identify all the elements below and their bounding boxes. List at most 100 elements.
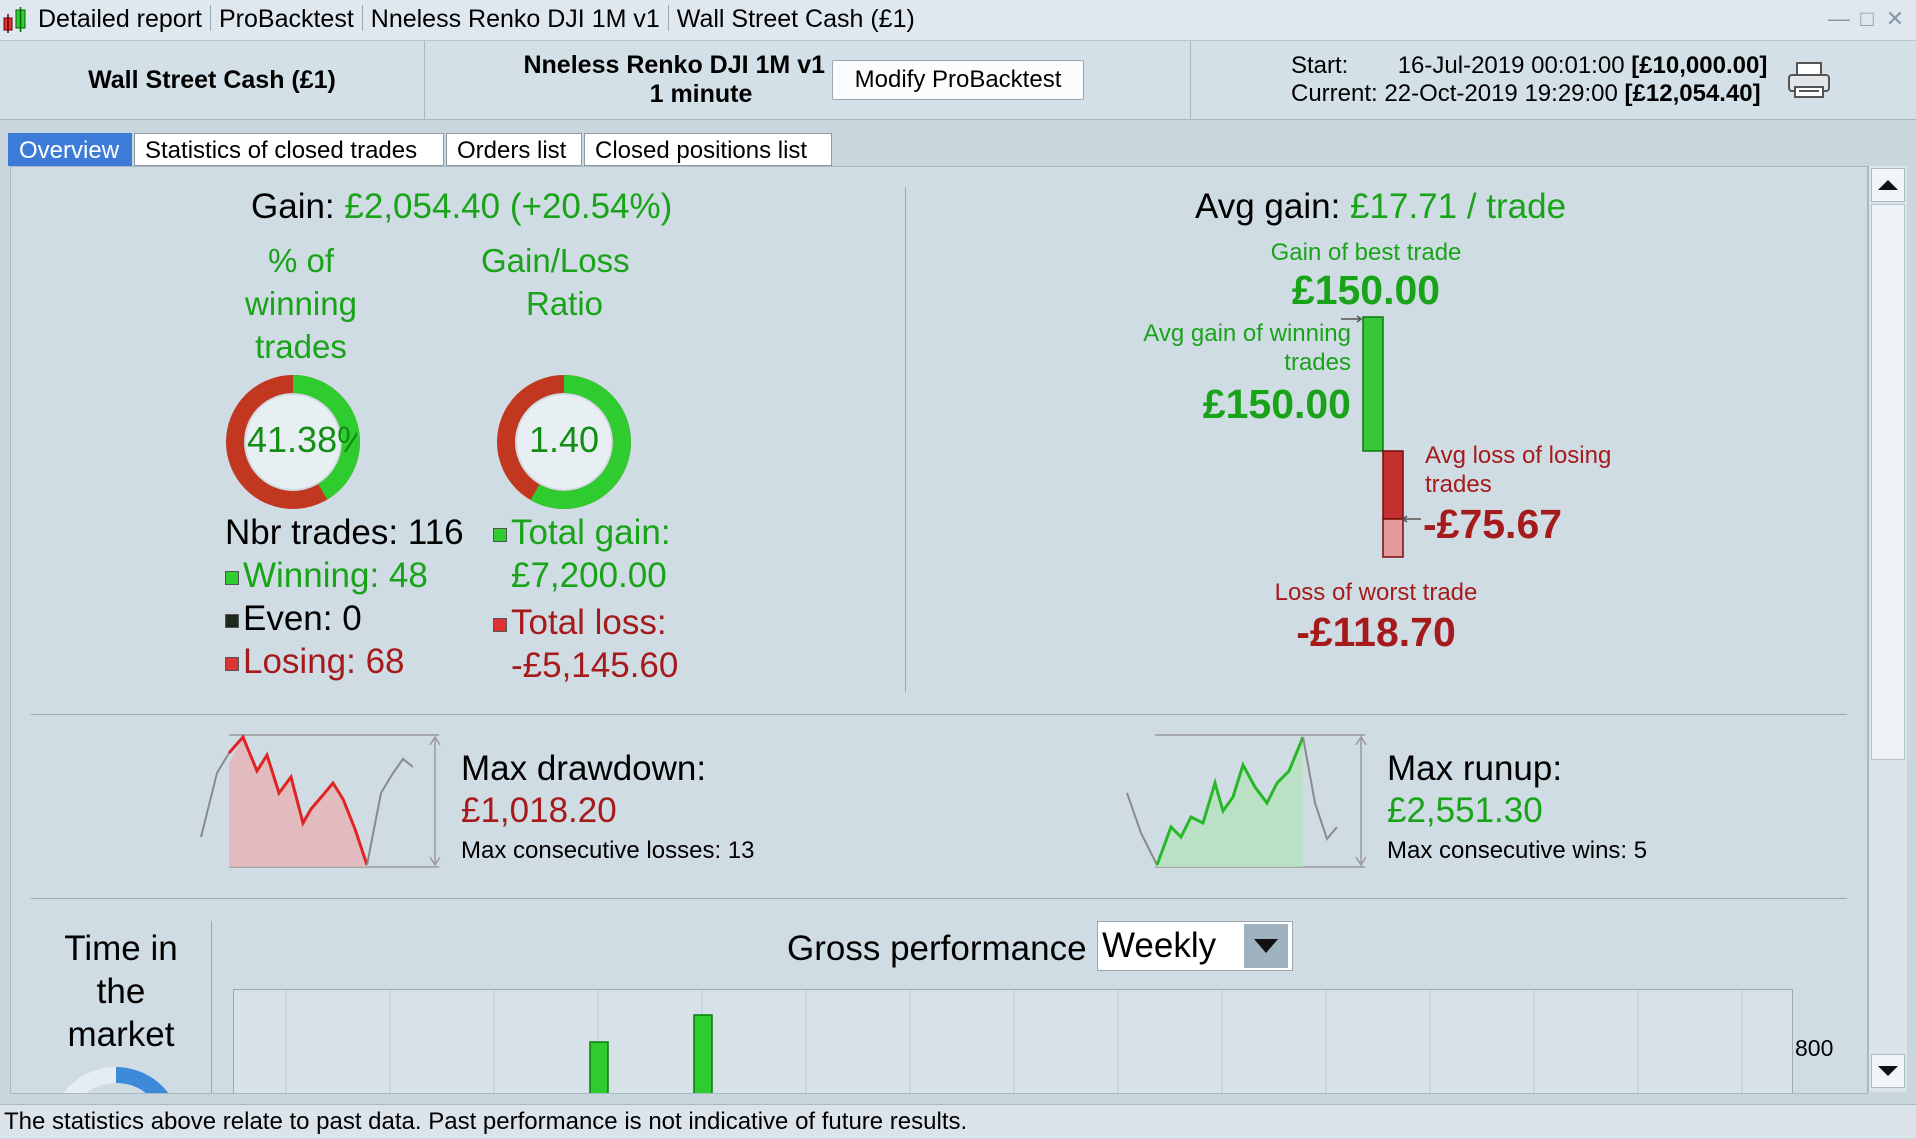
max-consecutive-wins: Max consecutive wins: 5 — [1387, 837, 1648, 864]
gross-performance-label: Gross performance — [787, 929, 1087, 968]
green-square-icon — [225, 571, 239, 585]
status-bar-disclaimer: The statistics above relate to past data… — [0, 1104, 1916, 1138]
ratio-value: 1.40 — [528, 419, 600, 460]
max-drawdown-value: £1,018.20 — [461, 791, 617, 830]
drawdown-sparkline — [200, 734, 441, 868]
report-header: Wall Street Cash (£1) Nneless Renko DJI … — [0, 41, 1916, 120]
avg-loss-label-line1: Avg loss of losing — [1425, 442, 1612, 469]
close-button[interactable]: ✕ — [1885, 6, 1905, 31]
losing-count: Losing: 68 — [225, 640, 464, 683]
trade-counts: Nbr trades: 116 Winning: 48 Even: 0 Losi… — [225, 511, 464, 683]
title-part-report: Detailed report — [38, 5, 202, 33]
overview-panel: Gain: £2,054.40 (+20.54%) % of winning t… — [10, 166, 1868, 1094]
black-square-icon — [225, 614, 239, 628]
instrument-name: Wall Street Cash (£1) — [88, 66, 336, 94]
scroll-up-button[interactable] — [1871, 168, 1905, 202]
modify-probacktest-button[interactable]: Modify ProBacktest — [832, 60, 1084, 100]
dates-cell: Start: 16-Jul-2019 00:01:00 [£10,000.00]… — [1191, 41, 1916, 119]
arrow-up-icon — [1878, 180, 1898, 190]
avg-gain-label: Avg gain: — [1195, 187, 1341, 226]
avg-win-label: Avg gain of winning trades — [1071, 319, 1351, 377]
current-date: 22-Oct-2019 19:29:00 — [1384, 80, 1618, 107]
total-gain-loss: Total gain: £7,200.00 Total loss: -£5,14… — [493, 511, 678, 687]
printer-icon[interactable] — [1787, 61, 1833, 101]
worst-trade-label: Loss of worst trade — [1274, 579, 1478, 606]
horizontal-divider-2 — [31, 898, 1847, 899]
instrument-cell: Wall Street Cash (£1) — [0, 41, 425, 119]
avg-loss-label: Avg loss of losing trades — [1425, 441, 1611, 499]
gain-loss-bar-chart — [1341, 315, 1421, 558]
avg-win-label-line2: trades — [1284, 349, 1351, 376]
maximize-button[interactable]: □ — [1860, 6, 1874, 31]
winning-pct-gauge — [226, 375, 360, 509]
avg-loss-label-line2: trades — [1425, 471, 1492, 498]
avg-gain-summary: Avg gain: £17.71 / trade — [1195, 187, 1566, 227]
total-loss-value: -£5,145.60 — [511, 646, 679, 685]
winning-pct-title: % of winning trades — [191, 239, 411, 368]
start-label: Start: — [1291, 52, 1349, 79]
weekly-bar-1 — [589, 1041, 609, 1093]
time-market-divider — [211, 921, 212, 1093]
current-row: Current: 22-Oct-2019 19:29:00 [£12,054.4… — [1291, 80, 1761, 108]
gross-performance-grid — [285, 990, 1743, 1093]
gross-performance-chart — [233, 989, 1793, 1093]
gain-label: Gain: — [251, 187, 335, 226]
title-part-instrument: Wall Street Cash (£1) — [676, 5, 915, 33]
title-bar: Detailed report ProBacktest Nneless Renko … — [0, 0, 1916, 41]
time-in-market-gauge — [63, 1067, 169, 1093]
tab-statistics-closed-trades[interactable]: Statistics of closed trades — [134, 133, 444, 166]
time-in-market-line2: the — [96, 972, 146, 1011]
start-date: 16-Jul-2019 00:01:00 — [1397, 52, 1625, 79]
window-title: Detailed report ProBacktest Nneless Renko … — [38, 5, 915, 34]
time-in-market-line3: market — [67, 1015, 175, 1054]
gain-loss-ratio-gauge — [497, 375, 631, 509]
tab-closed-positions-list[interactable]: Closed positions list — [584, 133, 832, 166]
max-consecutive-losses: Max consecutive losses: 13 — [461, 837, 755, 864]
ratio-title-line1: Gain/Loss — [481, 242, 630, 279]
candlestick-app-icon — [3, 7, 26, 33]
time-in-market-line1: Time in — [64, 929, 178, 968]
tab-overview[interactable]: Overview — [8, 133, 132, 166]
section-divider — [905, 187, 906, 692]
horizontal-divider-1 — [31, 714, 1847, 715]
scroll-thumb[interactable] — [1871, 204, 1905, 760]
weekly-bar-2 — [693, 1014, 713, 1093]
tab-orders-list[interactable]: Orders list — [446, 133, 582, 166]
chevron-down-icon[interactable] — [1244, 924, 1288, 968]
gain-percent: (+20.54%) — [509, 187, 673, 226]
minimize-button[interactable]: — — [1828, 6, 1850, 31]
total-loss-label: Total loss: — [493, 601, 678, 644]
winning-count: Winning: 48 — [225, 554, 464, 597]
title-part-strategy: Nneless Renko DJI 1M v1 — [370, 5, 660, 33]
strategy-timeframe: 1 minute — [649, 80, 753, 108]
strategy-name: Nneless Renko DJI 1M v1 — [523, 51, 825, 79]
red-square-icon — [225, 657, 239, 671]
total-gain-value: £7,200.00 — [511, 556, 667, 595]
gain-summary: Gain: £2,054.40 (+20.54%) — [251, 187, 672, 227]
max-drawdown-label: Max drawdown: — [461, 749, 707, 788]
best-trade-value: £150.00 — [1291, 267, 1441, 313]
gain-loss-ratio-title: Gain/Loss Ratio — [481, 239, 631, 325]
winning-pct-title-line3: trades — [255, 328, 347, 365]
green-square-icon — [493, 528, 507, 542]
current-value: [£12,054.40] — [1624, 80, 1761, 107]
even-count: Even: 0 — [225, 597, 464, 640]
start-row: Start: 16-Jul-2019 00:01:00 [£10,000.00] — [1291, 52, 1767, 80]
avg-loss-value: -£75.67 — [1423, 501, 1563, 547]
worst-trade-value: -£118.70 — [1296, 609, 1456, 655]
scroll-down-button[interactable] — [1871, 1054, 1905, 1088]
y-axis-tick-800: 800 — [1795, 1035, 1834, 1061]
start-value: [£10,000.00] — [1631, 52, 1768, 79]
winning-pct-title-line2: winning — [245, 285, 357, 322]
avg-win-label-line1: Avg gain of winning — [1143, 320, 1351, 347]
max-runup-label: Max runup: — [1387, 749, 1563, 788]
winning-pct-title-line1: % of — [267, 242, 335, 279]
gain-value: £2,054.40 — [344, 187, 501, 226]
runup-sparkline — [1126, 734, 1367, 868]
best-trade-label: Gain of best trade — [1270, 239, 1462, 266]
period-select[interactable]: Weekly — [1097, 921, 1293, 971]
current-label: Current: — [1291, 80, 1378, 107]
vertical-scrollbar[interactable] — [1868, 166, 1907, 1092]
title-part-module: ProBacktest — [218, 5, 354, 33]
avg-gain-value: £17.71 / trade — [1350, 187, 1567, 226]
